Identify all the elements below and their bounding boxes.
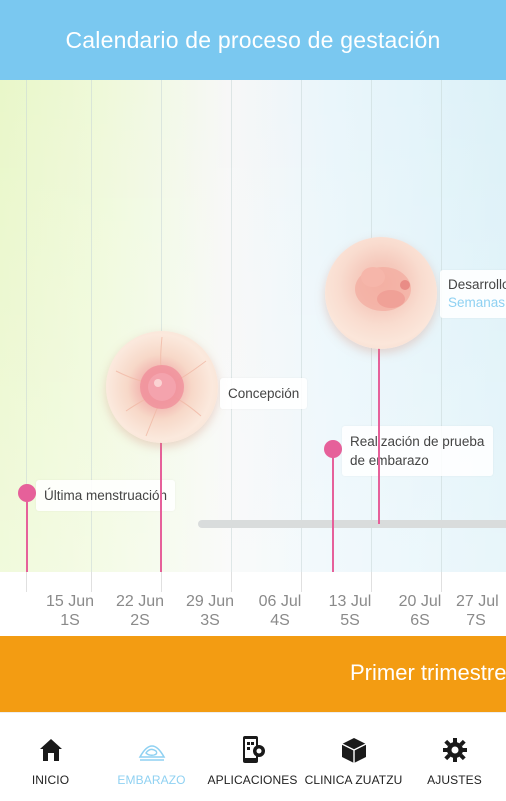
tick-date: 06 Jul (258, 593, 302, 610)
desarrollo-subtitle: Semanas (448, 295, 506, 310)
event-dot-prueba[interactable] (324, 440, 342, 458)
tick-date: 27 Jul (456, 593, 499, 610)
event-stem (26, 493, 28, 572)
axis-tick: 20 Jul 6S (385, 592, 455, 630)
tick-week: 4S (270, 612, 290, 629)
app-header: Calendario de proceso de gestación (0, 0, 506, 80)
nav-label: APLICACIONES (207, 773, 298, 787)
timeline-progress-track (198, 520, 506, 528)
conception-image-bubble[interactable] (106, 331, 218, 443)
tick-week: 7S (466, 612, 486, 629)
tick-week: 1S (60, 612, 80, 629)
tick-date: 15 Jun (45, 593, 95, 610)
timeline-axis: 15 Jun 1S 22 Jun 2S 29 Jun 3S 06 Jul 4S … (0, 572, 506, 636)
nav-label: AJUSTES (427, 773, 482, 787)
nav-item-embarazo[interactable]: EMBARAZO (101, 713, 202, 801)
axis-divider (301, 572, 302, 592)
axis-tick: 22 Jun 2S (105, 592, 175, 630)
event-stem (160, 440, 162, 572)
event-label-desarrollo[interactable]: Desarrollo Semanas (440, 270, 506, 318)
axis-divider (161, 572, 162, 592)
embryo-image-bubble[interactable] (325, 237, 437, 349)
desarrollo-title: Desarrollo (448, 277, 506, 292)
nav-label: INICIO (31, 773, 70, 787)
axis-tick: 15 Jun 1S (35, 592, 105, 630)
nav-label: EMBARAZO (117, 773, 186, 787)
event-label-prueba[interactable]: Realización de prueba de embarazo (342, 426, 493, 476)
event-label-concepcion[interactable]: Concepción (220, 378, 308, 409)
tick-date: 13 Jul (328, 593, 372, 610)
grid-line (301, 80, 302, 572)
grid-line (231, 80, 232, 572)
clinic-box-icon (339, 735, 369, 765)
embryo-illustration-icon (355, 267, 411, 311)
axis-divider (26, 572, 27, 592)
tick-date: 20 Jul (398, 593, 442, 610)
event-dot-ultima[interactable] (18, 484, 36, 502)
tick-week: 6S (410, 612, 430, 629)
home-icon (36, 735, 66, 765)
trimester-banner[interactable]: Primer trimestre (0, 636, 506, 712)
axis-divider (441, 572, 442, 592)
axis-divider (91, 572, 92, 592)
axis-tick: 29 Jun 3S (175, 592, 245, 630)
event-stem (378, 348, 380, 524)
nav-item-ajustes[interactable]: AJUSTES (404, 713, 505, 801)
axis-divider (371, 572, 372, 592)
cell-illustration-icon (115, 336, 207, 437)
event-label-ultima[interactable]: Última menstruación (36, 480, 176, 511)
tick-week: 3S (200, 612, 220, 629)
axis-tick: 06 Jul 4S (245, 592, 315, 630)
settings-gear-icon (440, 735, 470, 765)
grid-line (26, 80, 27, 572)
grid-line (441, 80, 442, 572)
gestation-timeline[interactable]: Última menstruación Concepción Realizaci… (0, 80, 506, 572)
tick-week: 5S (340, 612, 360, 629)
nav-item-clinica[interactable]: CLINICA ZUATZU (303, 713, 404, 801)
grid-line (91, 80, 92, 572)
nav-item-aplicaciones[interactable]: APLICACIONES (202, 713, 303, 801)
event-stem (332, 456, 334, 572)
page-title: Calendario de proceso de gestación (65, 26, 441, 53)
bottom-navigation: INICIO EMBARAZO APLICACIONES CLINICA ZUA… (0, 712, 506, 801)
tick-date: 22 Jun (115, 593, 165, 610)
trimester-label: Primer trimestre (350, 660, 506, 685)
tick-week: 2S (130, 612, 150, 629)
apps-phone-icon (238, 735, 268, 765)
grid-line (161, 80, 162, 572)
axis-tick: 27 Jul 7S (436, 592, 506, 630)
nav-item-inicio[interactable]: INICIO (0, 713, 101, 801)
nav-label: CLINICA ZUATZU (304, 773, 403, 787)
axis-divider (231, 572, 232, 592)
tick-date: 29 Jun (185, 593, 235, 610)
ultrasound-icon (137, 735, 167, 765)
axis-tick: 13 Jul 5S (315, 592, 385, 630)
